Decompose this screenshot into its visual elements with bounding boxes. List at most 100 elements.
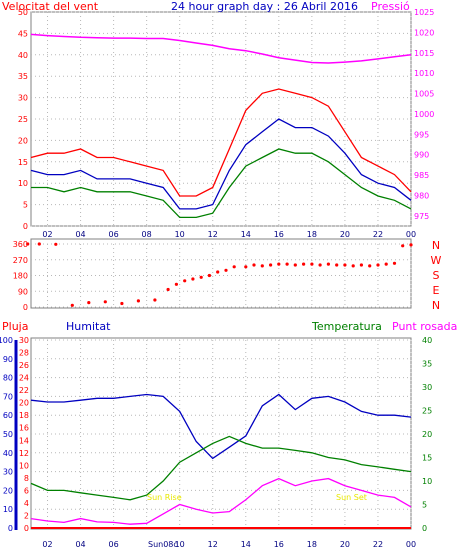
wind-speed-label: Velocitat del vent <box>2 0 99 13</box>
wind-speed-tick-label: 25 <box>18 115 28 124</box>
direction-point <box>37 242 41 246</box>
humidity-tick-label: 90 <box>3 355 13 364</box>
direction-compass-label: E <box>433 284 440 297</box>
x-marker-annotation: Sun08c <box>148 540 178 549</box>
temp-x-tick-label: 10 <box>175 540 185 549</box>
series-velocitat-mitjana <box>30 118 412 210</box>
temperature-tick-label: 25 <box>422 407 432 416</box>
direction-point <box>326 262 330 266</box>
direction-point <box>368 264 372 268</box>
wind-speed-tick-label: 10 <box>18 179 28 188</box>
pressure-label: Pressió <box>371 0 410 13</box>
direction-point <box>153 298 157 302</box>
series-punt-rosada <box>30 477 412 525</box>
direction-compass-label: N <box>432 299 440 312</box>
rain-tick-label: 8 <box>24 474 29 483</box>
rain-tick-label: 10 <box>19 461 29 470</box>
wind-x-tick-label: 04 <box>75 230 85 239</box>
wind-speed-tick-label: 15 <box>18 158 28 167</box>
pressure-tick-label: 1000 <box>414 110 434 119</box>
wind-x-tick-label: 12 <box>208 230 218 239</box>
temp-x-tick-label: 14 <box>241 540 251 549</box>
direction-tick-label: 0 <box>23 303 28 312</box>
series-velocitat <box>31 148 412 219</box>
rain-label: Pluja <box>2 320 28 333</box>
humidity-tick-label: 10 <box>3 505 13 514</box>
direction-point <box>216 270 220 274</box>
humidity-tick-label: 80 <box>3 374 13 383</box>
direction-point <box>310 262 314 266</box>
pressure-tick-label: 985 <box>414 171 429 180</box>
direction-point <box>392 261 397 265</box>
direction-point <box>120 301 124 306</box>
direction-point <box>351 264 355 268</box>
wind-x-tick-label: 18 <box>307 230 317 239</box>
direction-point <box>191 277 195 281</box>
wind-speed-tick-label: 30 <box>18 94 28 103</box>
temperature-tick-label: 40 <box>422 336 432 345</box>
wind-speed-tick-label: 40 <box>18 51 28 60</box>
grid-layer <box>31 11 412 529</box>
rain-tick-label: 24 <box>19 374 29 383</box>
temperature-tick-label: 30 <box>422 383 432 392</box>
wind-speed-tick-label: 0 <box>23 222 28 231</box>
dewpoint-label: Punt rosada <box>392 320 457 333</box>
direction-point <box>335 263 339 267</box>
wind-speed-tick-label: 45 <box>18 29 28 38</box>
direction-point <box>244 265 248 269</box>
temperature-tick-label: 0 <box>422 524 427 533</box>
direction-point <box>277 262 281 266</box>
wind-x-tick-label: 22 <box>373 230 383 239</box>
temp-x-tick-label: 06 <box>109 540 119 549</box>
direction-compass-label: N <box>432 239 440 252</box>
direction-compass-label: W <box>431 254 442 267</box>
direction-point <box>207 273 211 278</box>
direction-tick-label: 90 <box>18 287 28 296</box>
pressure-tick-label: 1025 <box>414 8 434 17</box>
temperature-tick-label: 10 <box>422 477 432 486</box>
rain-tick-label: 26 <box>19 361 29 370</box>
humidity-tick-label: 70 <box>3 392 13 401</box>
direction-tick-label: 270 <box>13 256 28 265</box>
rain-tick-label: 2 <box>24 511 29 520</box>
direction-tick-label: 360 <box>13 240 28 249</box>
sunrise-annotation: Sun Rise <box>147 493 182 502</box>
direction-point <box>384 262 388 266</box>
humidity-tick-label: 0 <box>8 524 13 533</box>
pressure-tick-label: 980 <box>414 191 429 200</box>
direction-point <box>293 263 297 267</box>
direction-point <box>199 275 203 279</box>
direction-point <box>285 262 289 266</box>
direction-point <box>401 244 405 248</box>
wind-speed-tick-label: 20 <box>18 136 28 145</box>
temp-x-tick-label: 20 <box>340 540 350 549</box>
wind-x-tick-label: 10 <box>175 230 185 239</box>
temperature-tick-label: 5 <box>422 501 427 510</box>
tick-layer: 0510152025303540455097598098599099510001… <box>0 8 442 549</box>
temp-x-tick-label: 00 <box>406 540 416 549</box>
humidity-tick-label: 30 <box>3 468 13 477</box>
direction-point <box>302 262 306 266</box>
humidity-tick-label: 50 <box>3 430 13 439</box>
direction-point <box>103 300 107 304</box>
direction-point <box>318 263 322 267</box>
wind-speed-tick-label: 5 <box>23 201 28 210</box>
temperature-label: Temperatura <box>311 320 382 333</box>
direction-point <box>232 265 236 269</box>
humidity-tick-label: 20 <box>3 486 13 495</box>
wind-x-tick-label: 14 <box>241 230 251 239</box>
pressure-tick-label: 995 <box>414 130 429 139</box>
direction-point <box>166 287 170 292</box>
direction-point <box>376 263 380 267</box>
direction-point <box>87 301 91 305</box>
direction-point <box>26 242 30 246</box>
pressure-tick-label: 1015 <box>414 49 434 58</box>
rain-tick-label: 4 <box>24 499 29 508</box>
series-temperatura <box>30 435 412 501</box>
direction-point <box>359 263 363 267</box>
pressure-tick-label: 990 <box>414 151 429 160</box>
wind-x-tick-label: 20 <box>340 230 350 239</box>
humidity-tick-label: 60 <box>3 411 13 420</box>
wind-direction-frame <box>30 238 412 309</box>
temp-x-tick-label: 18 <box>307 540 317 549</box>
